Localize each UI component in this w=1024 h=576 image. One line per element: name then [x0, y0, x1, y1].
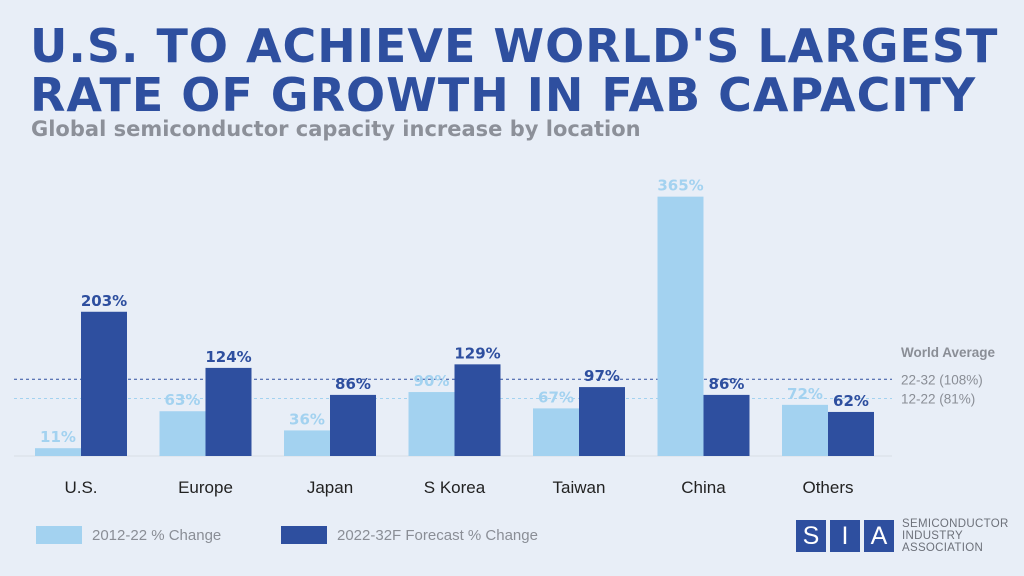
- bar-others-2022-32f: [828, 411, 874, 456]
- logo-text-line-1: SEMICONDUCTOR: [902, 518, 1009, 530]
- bar-europe-2022-32f: [205, 367, 252, 456]
- logo-text-line-2: INDUSTRY: [902, 530, 963, 542]
- x-tick-label-others: Others: [802, 478, 853, 497]
- chart-subtitle: Global semiconductor capacity increase b…: [31, 117, 641, 141]
- bar-chart: 22-32 (108%) 12-22 (81%) World Average 11% 2…: [14, 177, 996, 497]
- logo-letter-s: S: [796, 520, 826, 552]
- sia-logo-mark: S I A: [796, 520, 894, 552]
- bar-japan-2012-22: [284, 430, 330, 456]
- reference-line-label-0: 22-32 (108%): [901, 372, 983, 387]
- bar-s-korea-2022-32f: [454, 364, 501, 456]
- bar-japan-2022-32f: [330, 394, 376, 456]
- x-tick-label-taiwan: Taiwan: [553, 478, 606, 497]
- legend-swatch-2022-32f: [281, 526, 327, 544]
- bar-u-s-2012-22: [35, 448, 81, 456]
- reference-line-label-1: 12-22 (81%): [901, 391, 975, 406]
- legend-label-2012-22: 2012-22 % Change: [92, 526, 222, 544]
- data-label-europe-2022-32f: 124%: [205, 348, 251, 366]
- data-label-u-s-2012-22: 11%: [40, 428, 76, 446]
- x-tick-label-u-s: U.S.: [64, 478, 97, 497]
- bar-china-2022-32f: [703, 394, 750, 456]
- title-line-2: RATE OF GROWTH IN FAB CAPACITY: [30, 68, 977, 122]
- data-label-china-2022-32f: 86%: [709, 375, 745, 393]
- x-tick-label-japan: Japan: [307, 478, 353, 497]
- bar-europe-2012-22: [159, 411, 206, 456]
- bar-others-2012-22: [782, 404, 828, 456]
- x-tick-label-europe: Europe: [178, 478, 233, 497]
- legend-item-2022-32f: 2022-32F Forecast % Change: [281, 526, 538, 544]
- bar-china-2012-22: [657, 196, 704, 457]
- data-label-others-2012-22: 72%: [787, 385, 823, 403]
- data-label-taiwan-2022-32f: 97%: [584, 367, 620, 385]
- data-label-taiwan-2012-22: 67%: [538, 388, 574, 406]
- data-label-japan-2022-32f: 86%: [335, 375, 371, 393]
- logo-letter-a: A: [864, 520, 894, 552]
- data-label-japan-2012-22: 36%: [289, 410, 325, 428]
- data-label-europe-2012-22: 63%: [165, 391, 201, 409]
- legend-label-2022-32f: 2022-32F Forecast % Change: [337, 526, 538, 544]
- bar-u-s-2022-32f: [81, 311, 127, 456]
- chart-title: U.S. TO ACHIEVE WORLD'S LARGEST RATE OF …: [30, 22, 998, 120]
- bar-taiwan-2022-32f: [579, 387, 625, 456]
- logo-letter-i: I: [830, 520, 860, 552]
- logo-text-line-3: ASSOCIATION: [902, 542, 984, 554]
- sia-logo-text: SEMICONDUCTOR INDUSTRY ASSOCIATION: [902, 518, 1009, 554]
- legend-item-2012-22: 2012-22 % Change: [36, 526, 221, 544]
- data-label-s-korea-2012-22: 90%: [414, 372, 450, 390]
- data-label-u-s-2022-32f: 203%: [81, 292, 127, 310]
- x-tick-label-china: China: [681, 478, 726, 497]
- reference-title: World Average: [901, 345, 996, 360]
- title-line-1: U.S. TO ACHIEVE WORLD'S LARGEST: [30, 19, 999, 73]
- bar-taiwan-2012-22: [533, 408, 579, 456]
- x-tick-label-s-korea: S Korea: [424, 478, 486, 497]
- bar-s-korea-2012-22: [408, 392, 455, 456]
- data-label-china-2012-22: 365%: [657, 177, 703, 195]
- sia-logo: S I A SEMICONDUCTOR INDUSTRY ASSOCIATION: [796, 518, 1009, 554]
- data-label-others-2022-32f: 62%: [833, 392, 869, 410]
- data-label-s-korea-2022-32f: 129%: [454, 344, 500, 362]
- legend-swatch-2012-22: [36, 526, 82, 544]
